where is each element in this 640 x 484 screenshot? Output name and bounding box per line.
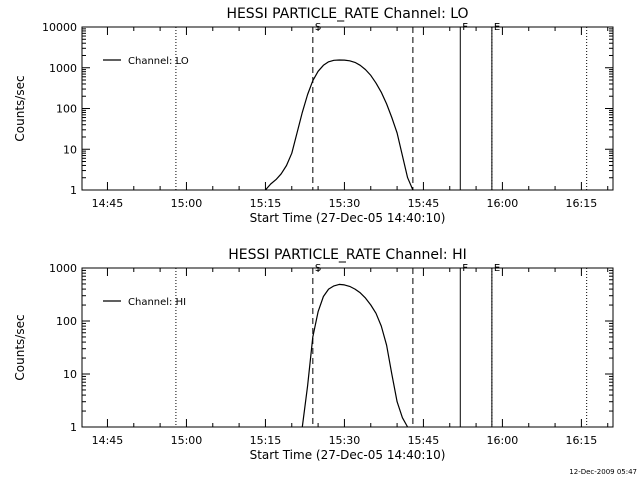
panel-1-y-tick-label: 1000	[49, 62, 77, 75]
panel-1-y-tick-label: 1	[70, 184, 77, 197]
panel-1-series-line	[264, 59, 414, 191]
panel-1-y-tick-label: 10	[63, 143, 77, 156]
panel-1-marker-label: F	[462, 22, 468, 33]
panel-1-x-tick-label: 16:15	[566, 197, 598, 210]
panel-2-y-tick-label: 100	[56, 315, 77, 328]
panel-1-y-tick-label: 10000	[42, 21, 77, 34]
panel-2-marker-label: F	[462, 263, 468, 274]
panel-1-plot-frame	[81, 26, 614, 191]
panel-2-x-tick-label: 16:00	[487, 434, 519, 447]
panel-1-x-tick-label: 15:15	[250, 197, 282, 210]
panel-2-series-line	[301, 283, 409, 428]
footer-timestamp: 12-Dec-2009 05:47	[569, 468, 637, 476]
panel-2-y-tick-label: 1	[70, 421, 77, 434]
panel-2-y-tick-label: 10	[63, 368, 77, 381]
panel-1-y-tick-label: 100	[56, 103, 77, 116]
panel-1-x-tick-label: 15:45	[408, 197, 440, 210]
panel-2-y-tick-label: 1000	[49, 262, 77, 275]
panel-2-x-tick-label: 15:00	[171, 434, 203, 447]
panel-1-y-axis-label: Counts/sec	[13, 75, 27, 141]
panel-2-x-axis-label: Start Time (27-Dec-05 14:40:10)	[250, 448, 446, 462]
panel-1-x-tick-label: 15:00	[171, 197, 203, 210]
panel-2-legend-label: Channel: HI	[128, 297, 186, 308]
panel-2-marker-label: E	[494, 263, 500, 274]
panel-2-x-tick-label: 15:30	[329, 434, 361, 447]
panel-2-x-tick-label: 15:15	[250, 434, 282, 447]
panel-2-marker-label: S	[315, 263, 321, 274]
panel-1-legend-label: Channel: LO	[128, 56, 189, 67]
panel-1-x-tick-label: 14:45	[92, 197, 124, 210]
panel-1-title: HESSI PARTICLE_RATE Channel: LO	[226, 6, 468, 22]
panel-1-x-axis-label: Start Time (27-Dec-05 14:40:10)	[250, 211, 446, 225]
panel-2-x-tick-label: 16:15	[566, 434, 598, 447]
panel-1-x-tick-label: 16:00	[487, 197, 519, 210]
panel-1-x-tick-label: 15:30	[329, 197, 361, 210]
panel-2-y-axis-label: Counts/sec	[13, 314, 27, 380]
panel-2-x-tick-label: 15:45	[408, 434, 440, 447]
panel-2-x-tick-label: 14:45	[92, 434, 124, 447]
panel-2-title: HESSI PARTICLE_RATE Channel: HI	[228, 247, 466, 263]
panel-1-marker-label: S	[315, 22, 321, 33]
panel-1-marker-label: E	[494, 22, 500, 33]
panel-2-plot-frame	[81, 267, 614, 428]
